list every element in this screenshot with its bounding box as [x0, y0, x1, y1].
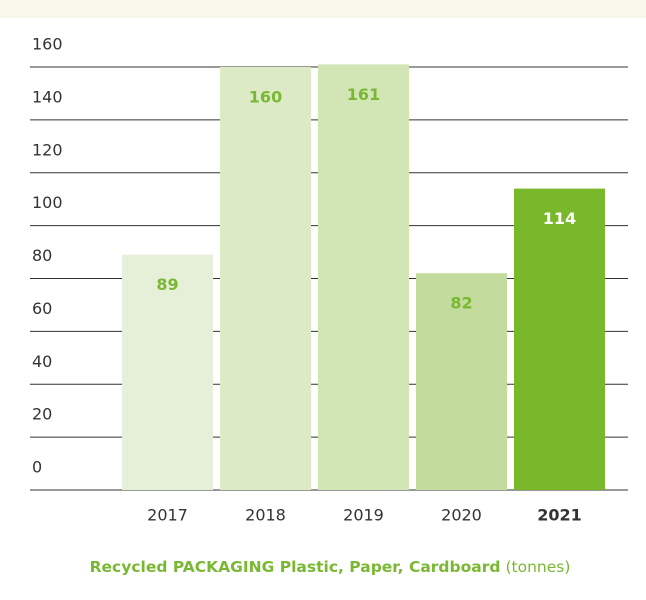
x-tick-label: 2017: [147, 506, 188, 525]
bar: [514, 188, 605, 491]
bar: [122, 254, 213, 490]
y-tick-label: 40: [32, 352, 52, 371]
bars: 89 2017 160 2018 161 2019 82 2020 114 2021: [122, 64, 605, 525]
x-tick-label: 2019: [343, 506, 384, 525]
title-unit: (tonnes): [505, 558, 570, 576]
bar: [416, 273, 507, 490]
chart-title: Recycled PACKAGING Plastic, Paper, Cardb…: [90, 558, 571, 576]
y-tick-label: 0: [32, 458, 42, 477]
value-label: 114: [543, 209, 576, 228]
title-main: Recycled PACKAGING Plastic, Paper, Cardb…: [90, 558, 501, 576]
y-tick-label: 20: [32, 405, 52, 424]
y-tick-label: 140: [32, 87, 63, 106]
y-tick-label: 160: [32, 35, 63, 54]
y-tick-label: 80: [32, 246, 52, 265]
y-tick-label: 60: [32, 299, 52, 318]
value-label: 161: [347, 85, 380, 104]
value-label: 89: [156, 275, 178, 294]
x-tick-label: 2021: [537, 506, 582, 525]
y-tick-label: 120: [32, 140, 63, 159]
bar: [220, 67, 311, 490]
top-band: [0, 0, 646, 18]
value-label: 160: [249, 88, 282, 107]
x-tick-label: 2018: [245, 506, 286, 525]
x-tick-label: 2020: [441, 506, 482, 525]
y-tick-label: 100: [32, 193, 63, 212]
value-label: 82: [450, 294, 472, 313]
bar: [318, 64, 409, 490]
